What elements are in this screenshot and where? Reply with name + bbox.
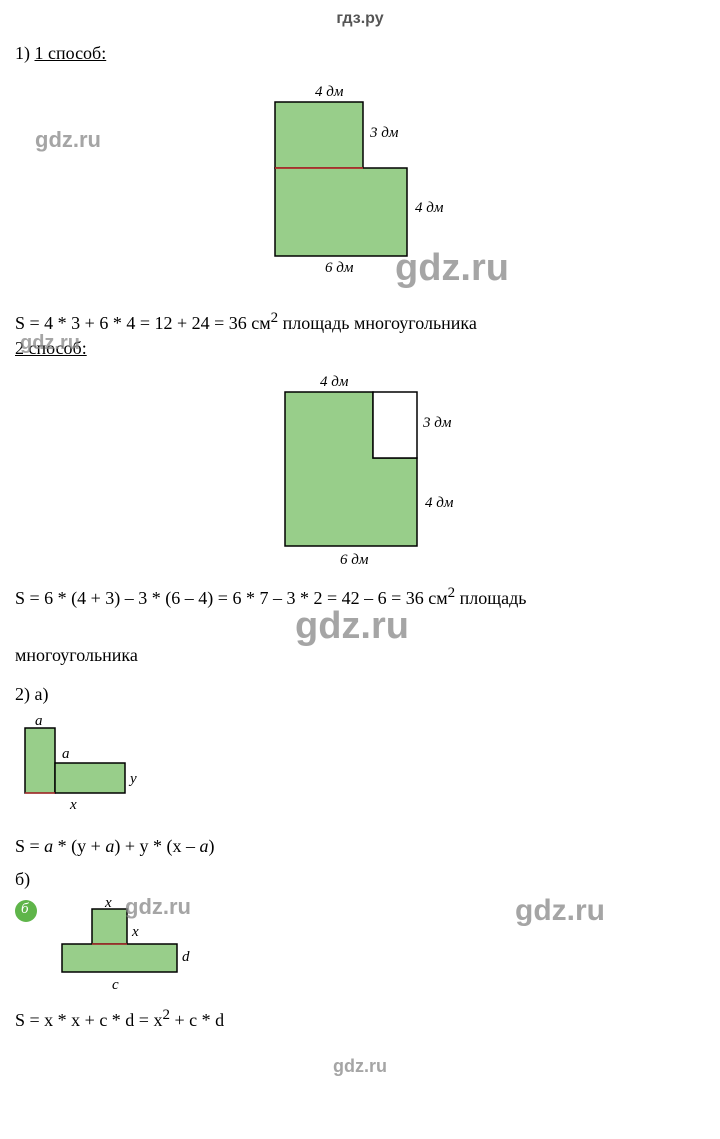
watermark: gdz.ru	[295, 605, 409, 648]
f2a-pre: S =	[15, 836, 44, 856]
svg-text:d: d	[182, 949, 190, 965]
page-header: гдз.ру	[15, 10, 705, 28]
problem-2a: 2) а)	[15, 684, 705, 705]
f2a-m2: ) + y * (x –	[114, 836, 199, 856]
f2a-a2: a	[105, 836, 114, 856]
problem-2b: б)	[15, 869, 705, 890]
watermark: gdz.ru	[125, 894, 191, 920]
problem-1-number: 1)	[15, 43, 30, 63]
f2a-a1: a	[44, 836, 53, 856]
method-1-label: 1 способ:	[35, 43, 107, 63]
dim-4dm-top: 4 дм	[315, 84, 344, 100]
f2b-tail: + c * d	[170, 1010, 224, 1030]
formula-2b: S = x * x + c * d = x2 + c * d	[15, 1007, 705, 1031]
dim-4dm-top: 4 дм	[320, 374, 349, 390]
footer-watermark: gdz.ru	[15, 1056, 705, 1077]
watermark: gdz.ru	[395, 247, 509, 290]
dim-6dm: 6 дм	[325, 260, 354, 276]
dim-4dm-right: 4 дм	[415, 200, 444, 216]
svg-text:a: a	[62, 746, 70, 762]
f2a-end: )	[208, 836, 214, 856]
watermark: gdz.ru	[35, 127, 101, 153]
formula-1-text: S = 4 * 3 + 6 * 4 = 12 + 24 = 36 см	[15, 313, 271, 333]
dim-4dm-right: 4 дм	[425, 495, 454, 511]
diagram-2a: a a y x	[15, 713, 705, 828]
svg-text:a: a	[35, 713, 43, 729]
badge-b: б	[15, 900, 37, 922]
formula-2-tail: площадь	[455, 588, 526, 608]
watermark: gdz.ru	[20, 332, 80, 355]
method-2-line: 2 способ:	[15, 338, 705, 359]
dim-3dm: 3 дм	[422, 415, 452, 431]
svg-text:y: y	[128, 771, 137, 787]
watermark: gdz.ru	[333, 1056, 387, 1076]
formula-2-sq: 2	[448, 585, 456, 601]
f2a-m1: * (y +	[53, 836, 105, 856]
formula-2a: S = a * (y + a) + y * (x – a)	[15, 836, 705, 857]
badge-b-text: б	[21, 901, 29, 918]
watermark: gdz.ru	[515, 894, 605, 928]
formula-1: S = 4 * 3 + 6 * 4 = 12 + 24 = 36 см2 пло…	[15, 310, 705, 334]
f2b-sq: 2	[162, 1007, 170, 1023]
f2b-text: S = x * x + c * d = x	[15, 1010, 162, 1030]
dim-6dm: 6 дм	[340, 552, 369, 568]
diagram-2: 4 дм 3 дм 4 дм 6 дм	[15, 367, 705, 577]
svg-text:c: c	[112, 977, 119, 993]
svg-text:x: x	[131, 924, 139, 940]
formula-1-tail: площадь многоугольника	[278, 313, 477, 333]
dim-3dm: 3 дм	[369, 125, 399, 141]
svg-text:x: x	[69, 797, 77, 813]
diagram-1: gdz.ru 4 дм 3 дм 4 дм 6 дм gdz.ru	[15, 72, 705, 302]
problem-1-method-1: 1) 1 способ:	[15, 43, 705, 64]
